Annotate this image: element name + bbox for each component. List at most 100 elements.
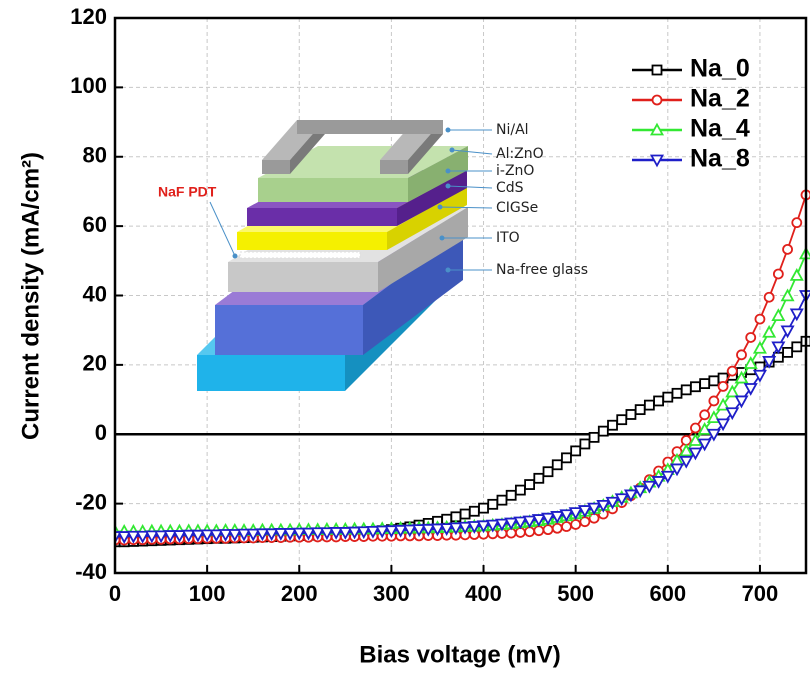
marker <box>792 218 801 227</box>
leader-dot <box>438 205 443 210</box>
marker <box>700 379 709 388</box>
marker <box>765 293 774 302</box>
marker <box>626 410 635 419</box>
callout-label: NaF PDT <box>158 184 217 200</box>
marker <box>682 385 691 394</box>
x-tick-label: 100 <box>189 581 226 606</box>
marker <box>488 500 497 509</box>
layer-front <box>297 120 443 134</box>
marker <box>516 486 525 495</box>
chart: Bias voltage (mV) Current density (mA/cm… <box>0 0 810 678</box>
marker <box>645 401 654 410</box>
y-tick-label: -20 <box>75 489 107 514</box>
marker <box>774 269 783 278</box>
marker <box>479 504 488 513</box>
y-tick-label: 120 <box>70 4 107 29</box>
marker <box>497 496 506 505</box>
marker <box>782 326 793 336</box>
leader-dot <box>450 148 455 153</box>
layer-label: CdS <box>496 180 524 196</box>
marker <box>544 467 553 476</box>
layer-label: Na-free glass <box>496 262 588 278</box>
leader-line <box>210 202 235 256</box>
marker <box>691 424 700 433</box>
leader-dot <box>446 184 451 189</box>
marker <box>599 427 608 436</box>
marker <box>507 491 516 500</box>
y-tick-label: 20 <box>83 351 107 376</box>
leader-dot <box>233 254 238 259</box>
x-tick-label: 500 <box>557 581 594 606</box>
y-tick-label: 60 <box>83 212 107 237</box>
x-tick-label: 200 <box>281 581 318 606</box>
marker <box>783 245 792 254</box>
leader-dot <box>440 236 445 241</box>
marker <box>746 333 755 342</box>
marker <box>461 510 470 519</box>
marker <box>525 480 534 489</box>
layer-front <box>262 160 290 174</box>
leader-dot <box>446 169 451 174</box>
layer-label: CIGSe <box>496 200 538 216</box>
marker <box>571 520 580 529</box>
marker <box>663 393 672 402</box>
layer-label: ITO <box>496 230 520 246</box>
layer-front <box>247 208 397 226</box>
x-tick-label: 700 <box>742 581 779 606</box>
series <box>110 248 810 536</box>
y-tick-label: 100 <box>70 73 107 98</box>
y-axis-label: Current density (mA/cm²) <box>17 152 44 440</box>
marker <box>737 350 746 359</box>
marker <box>673 389 682 398</box>
marker <box>534 474 543 483</box>
marker <box>709 396 718 405</box>
leader-dot <box>446 128 451 133</box>
y-tick-label: 0 <box>95 420 107 445</box>
legend-label: Na_0 <box>690 55 750 83</box>
marker <box>590 433 599 442</box>
layer-front <box>380 160 408 174</box>
marker <box>783 348 792 357</box>
marker <box>654 396 663 405</box>
marker <box>544 525 553 534</box>
marker <box>719 382 728 391</box>
layer-front <box>228 262 378 292</box>
x-tick-label: 600 <box>649 581 686 606</box>
legend-label: Na_8 <box>690 145 750 173</box>
x-axis-label: Bias voltage (mV) <box>359 641 560 668</box>
marker <box>709 376 718 385</box>
y-tick-label: 80 <box>83 143 107 168</box>
marker <box>791 270 802 280</box>
layer-label: i-ZnO <box>496 163 534 179</box>
layer-label: Ni/Al <box>496 122 529 138</box>
marker <box>534 526 543 535</box>
marker <box>755 315 764 324</box>
x-tick-label: 0 <box>109 581 121 606</box>
marker <box>727 386 738 396</box>
marker <box>553 524 562 533</box>
marker <box>691 382 700 391</box>
marker <box>617 415 626 424</box>
marker <box>700 410 709 419</box>
layer-front <box>237 232 387 250</box>
marker <box>553 460 562 469</box>
marker <box>764 327 775 337</box>
marker <box>728 367 737 376</box>
y-tick-label: -40 <box>75 559 107 584</box>
marker <box>754 343 765 353</box>
layer-front <box>215 305 363 355</box>
marker <box>608 421 617 430</box>
layer-front <box>197 355 345 391</box>
marker <box>580 439 589 448</box>
y-tick-label: 40 <box>83 281 107 306</box>
layer-front <box>258 178 408 202</box>
marker <box>571 446 580 455</box>
naf-dots <box>240 252 360 258</box>
legend-marker <box>653 66 662 75</box>
leader-dot <box>446 268 451 273</box>
marker <box>792 342 801 351</box>
legend-label: Na_2 <box>690 85 750 113</box>
x-tick-label: 400 <box>465 581 502 606</box>
marker <box>562 453 571 462</box>
